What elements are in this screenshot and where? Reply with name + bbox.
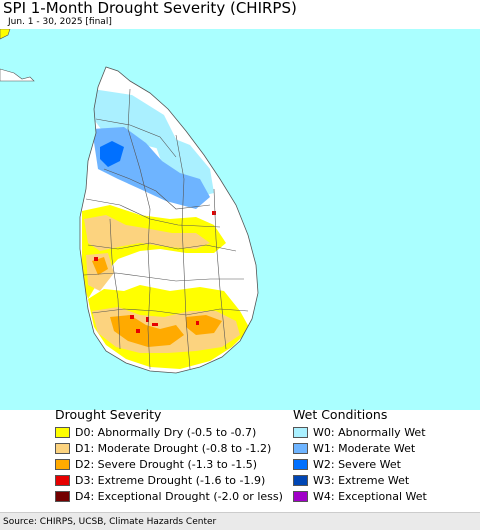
legend-item-w3: W3: Extreme Wet: [293, 472, 427, 488]
legend-item-d4: D4: Exceptional Drought (-2.0 or less): [55, 488, 283, 504]
wet-legend-title: Wet Conditions: [293, 407, 388, 422]
legend-label-w0: W0: Abnormally Wet: [313, 426, 426, 440]
legend-item-d1: D1: Moderate Drought (-0.8 to -1.2): [55, 441, 283, 457]
legend-swatch-d1: [55, 443, 70, 455]
legend-label-d1: D1: Moderate Drought (-0.8 to -1.2): [75, 442, 272, 456]
legend-label-d2: D2: Severe Drought (-1.3 to -1.5): [75, 457, 258, 471]
legend-label-w1: W1: Moderate Wet: [313, 442, 416, 456]
drought-legend: Drought Severity D0: Abnormally Dry (-0.…: [55, 407, 283, 504]
legend-swatch-w0: [293, 427, 308, 439]
legend-swatch-d4: [55, 490, 70, 502]
legend-item-d0: D0: Abnormally Dry (-0.5 to -0.7): [55, 425, 283, 441]
legend-item-w0: W0: Abnormally Wet: [293, 425, 427, 441]
legend-label-d4: D4: Exceptional Drought (-2.0 or less): [75, 489, 283, 503]
legend-swatch-d0: [55, 427, 70, 439]
legend-item-w4: W4: Exceptional Wet: [293, 488, 427, 504]
map-subtitle: Jun. 1 - 30, 2025 [final]: [8, 17, 112, 27]
legend-swatch-w2: [293, 458, 308, 470]
legend-swatch-w4: [293, 490, 308, 502]
legend-swatch-d3: [55, 474, 70, 486]
legend-label-w4: W4: Exceptional Wet: [313, 489, 427, 503]
legend-item-d2: D2: Severe Drought (-1.3 to -1.5): [55, 457, 283, 473]
legend-label-d3: D3: Extreme Drought (-1.6 to -1.9): [75, 473, 266, 487]
legend-item-w1: W1: Moderate Wet: [293, 441, 427, 457]
legend-label-w2: W2: Severe Wet: [313, 457, 401, 471]
island: [80, 67, 258, 373]
legend-label-d0: D0: Abnormally Dry (-0.5 to -0.7): [75, 426, 257, 440]
legend-swatch-w1: [293, 443, 308, 455]
legend-swatch-w3: [293, 474, 308, 486]
map-title: SPI 1-Month Drought Severity (CHIRPS): [3, 0, 297, 17]
drought-map: [0, 29, 480, 410]
legend-item-d3: D3: Extreme Drought (-1.6 to -1.9): [55, 472, 283, 488]
wet-legend: Wet Conditions W0: Abnormally Wet W1: Mo…: [293, 407, 427, 504]
legend-label-w3: W3: Extreme Wet: [313, 473, 410, 487]
india-coast: [0, 29, 11, 40]
source-footer: Source: CHIRPS, UCSB, Climate Hazards Ce…: [0, 512, 480, 530]
legend-item-w2: W2: Severe Wet: [293, 457, 427, 473]
legend-swatch-d2: [55, 458, 70, 470]
drought-legend-title: Drought Severity: [55, 407, 162, 422]
